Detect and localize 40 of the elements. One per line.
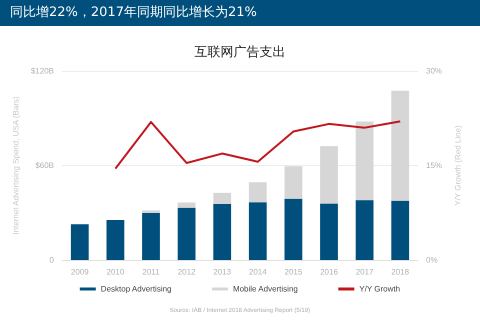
legend-label: Desktop Advertising [100,284,172,294]
chart-title: 互联网广告支出 [194,44,286,59]
line-series [114,120,402,170]
x-tick-label: 2010 [106,268,125,276]
x-tick-label: 2012 [178,268,196,276]
x-tick-label: 2015 [284,268,303,276]
bar [213,204,232,260]
bar [391,90,410,201]
legend-label: Y/Y Growth [359,284,400,294]
bar [70,224,89,260]
x-tick-label: 2011 [142,268,160,276]
bar [248,182,267,202]
bar [142,210,160,213]
x-tick-label: 2018 [391,268,410,276]
bar [178,208,196,260]
bar [178,202,196,208]
bar [356,122,374,200]
bar [391,200,410,260]
x-tick-label: 2009 [70,268,90,276]
bar [248,202,267,260]
bar [213,192,232,204]
x-tick-label: 2016 [320,268,338,276]
legend-label: Mobile Advertising [232,284,298,294]
bar [320,146,338,204]
x-tick-label: 2013 [213,268,232,276]
bar [356,200,374,260]
y-tick-label: 0 [50,256,55,264]
bar [320,204,338,260]
bar [284,166,302,199]
bar [142,212,160,260]
bar [106,220,124,260]
y2-tick-label: 15% [426,161,442,170]
bar [284,198,302,260]
x-tick-label: 2017 [356,268,374,276]
y2-tick-label: 0% [426,256,438,264]
x-tick-label: 2014 [248,268,268,276]
y-tick-label: $120B [30,66,54,76]
y-tick-label: $60B [35,161,54,170]
y2-tick-label: 30% [426,66,442,76]
chart-subtitle: 同比增22%，2017年同期同比增长为21% [0,0,480,26]
